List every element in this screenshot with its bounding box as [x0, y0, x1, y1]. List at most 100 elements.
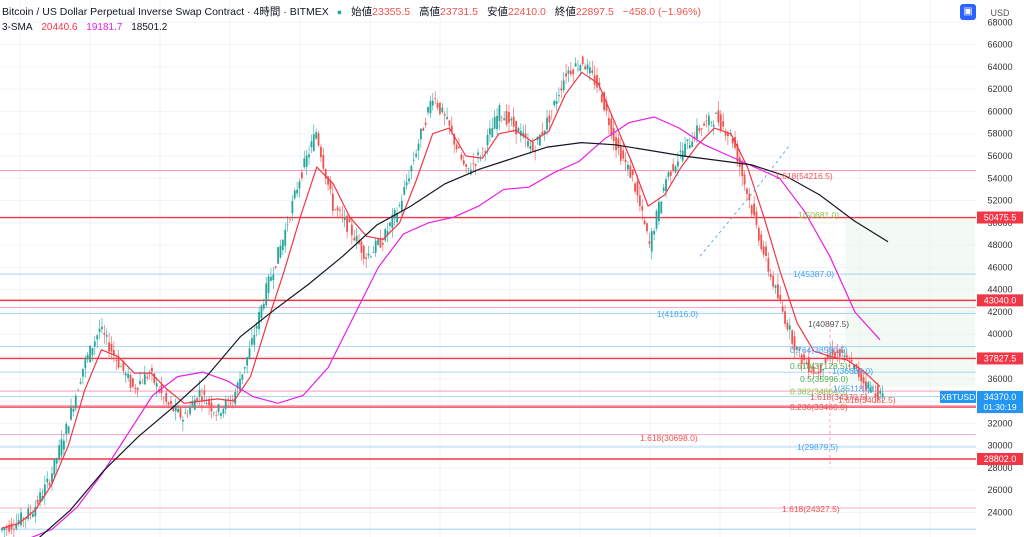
- candle-body: [455, 144, 458, 150]
- candle-body: [500, 117, 503, 118]
- candle-body: [648, 241, 651, 244]
- price-axis-tick: 56000: [987, 151, 1012, 161]
- candle-body: [757, 227, 760, 241]
- level-badge-text: 28802.0: [984, 454, 1017, 464]
- candle-body: [305, 155, 308, 167]
- candle-body: [348, 218, 351, 222]
- candle-body: [277, 247, 279, 264]
- candle-body: [786, 322, 789, 330]
- target-zone: [845, 217, 975, 387]
- candle-body: [800, 354, 803, 365]
- candle-body: [793, 336, 796, 350]
- candle-body: [850, 359, 853, 362]
- candle-body: [315, 132, 318, 139]
- candle-body: [289, 219, 291, 220]
- candle-body: [441, 107, 444, 113]
- candle-body: [638, 195, 641, 206]
- candle-body: [105, 335, 108, 337]
- candle-body: [710, 122, 713, 123]
- chart-scale-icon[interactable]: ▣: [960, 4, 976, 20]
- candle-body: [170, 401, 172, 405]
- candle-body: [812, 366, 815, 374]
- ohlc-low-label: 安値: [486, 6, 508, 18]
- candle-body: [186, 414, 189, 416]
- indicator-value-2: 19181.7: [86, 22, 123, 33]
- candle-body: [67, 426, 70, 434]
- candle-body: [8, 524, 11, 532]
- candle-body: [139, 380, 141, 385]
- candle-body: [779, 295, 782, 302]
- candle-body: [796, 347, 798, 350]
- price-axis-tick: 28000: [987, 463, 1012, 473]
- candle-body: [334, 209, 337, 211]
- candle-body: [579, 65, 582, 71]
- candle-body: [857, 368, 860, 377]
- fib-annotation: 1(45387.0): [793, 269, 834, 279]
- candle-body: [322, 154, 325, 169]
- candle-body: [389, 222, 391, 227]
- candle-body: [769, 274, 772, 277]
- ohlc-close-label: 終値: [554, 6, 576, 18]
- candle-body: [627, 164, 629, 170]
- candle-body: [541, 131, 544, 135]
- candle-body: [498, 105, 501, 122]
- fib-annotation: 1.618(24327.5): [782, 504, 840, 514]
- fib-annotation: 0.382(34864.5): [790, 386, 848, 396]
- candle-body: [465, 164, 468, 167]
- candle-body: [555, 101, 558, 105]
- candle-body: [446, 116, 448, 119]
- candle-body: [427, 107, 429, 113]
- fib-annotation: 0.764(38580.5): [790, 345, 848, 355]
- candle-body: [667, 172, 670, 177]
- candle-body: [776, 284, 779, 299]
- fib-annotation: 0.618(37128.5): [790, 361, 848, 371]
- candle-body: [239, 378, 241, 391]
- candle-body: [805, 362, 808, 365]
- candle-body: [231, 399, 234, 400]
- candle-body: [486, 134, 489, 146]
- fib-annotation: 0.236(33460.0): [790, 402, 848, 412]
- candle-body: [300, 172, 303, 179]
- candle-body: [208, 399, 210, 406]
- candle-body: [400, 200, 403, 211]
- candle-body: [141, 382, 144, 384]
- candle-body: [408, 178, 410, 182]
- candle-body: [260, 305, 263, 319]
- candle-body: [27, 508, 30, 520]
- moving-average-line: [38, 141, 889, 537]
- candle-body: [784, 311, 786, 324]
- candle-body: [379, 237, 382, 248]
- candle-body: [650, 231, 653, 252]
- candle-body: [127, 373, 130, 378]
- candle-body: [586, 64, 589, 70]
- candle-body: [103, 332, 106, 335]
- candle-body: [46, 478, 49, 483]
- indicator-legend[interactable]: 3-SMA 20440.6 19181.7 18501.2: [2, 22, 167, 33]
- candle-body: [493, 116, 496, 129]
- candle-body: [424, 122, 427, 125]
- candle-body: [367, 253, 370, 256]
- candle-body: [484, 151, 487, 153]
- candle-body: [641, 206, 644, 211]
- price-axis-tick: 42000: [987, 307, 1012, 317]
- candle-body: [112, 350, 115, 356]
- candle-body: [807, 357, 810, 373]
- candle-body: [750, 205, 753, 214]
- candle-body: [222, 408, 225, 414]
- candle-body: [834, 352, 836, 357]
- candle-body: [355, 235, 358, 242]
- candle-body: [129, 375, 132, 388]
- candle-body: [698, 128, 701, 131]
- candle-body: [82, 368, 84, 377]
- candle-body: [324, 169, 327, 179]
- candle-body: [174, 405, 177, 412]
- candle-body: [341, 214, 344, 216]
- candle-body: [196, 397, 199, 402]
- indicator-name: 3-SMA: [2, 22, 33, 33]
- moving-average-line: [31, 116, 881, 537]
- candle-body: [622, 150, 625, 159]
- trend-projection-line: [699, 144, 791, 257]
- candle-body: [296, 189, 299, 194]
- candle-body: [79, 381, 82, 384]
